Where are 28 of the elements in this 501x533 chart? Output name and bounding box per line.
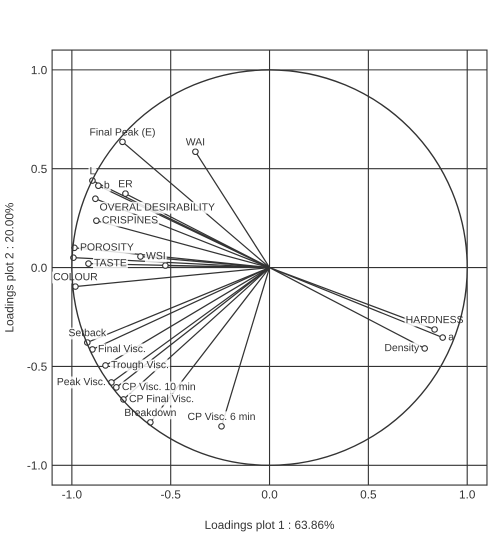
x-tick-label: 1.0 [460, 490, 475, 499]
y-tick-label: -1.0 [27, 461, 47, 470]
x-tick-label: 0.5 [360, 490, 376, 499]
annotation: POROSITY [80, 243, 134, 251]
x-tick-label: 0.0 [262, 490, 278, 499]
annotation: CP Visc. 6 min [188, 412, 255, 420]
annotation: CP Final Visc. [130, 394, 194, 402]
y-tick-label: 0.0 [31, 264, 47, 272]
annotation: ER [119, 180, 132, 188]
annotation: Density [385, 344, 420, 354]
annotation: OVERAL DESIRABILITY [100, 203, 215, 211]
annotation: b [104, 180, 110, 189]
y-axis-title: Loadings plot 2 : 20.00% [4, 203, 16, 332]
x-tick-label: -1.0 [62, 490, 82, 499]
annotation: Peak Visc. [58, 378, 105, 386]
annotation: WSI [146, 252, 165, 260]
annotation: Trough Visc. [111, 360, 168, 370]
annotation: TASTE [94, 259, 126, 266]
annotation: CRISPINES [102, 216, 158, 224]
x-tick-label: -0.5 [161, 490, 180, 499]
annotation: WAI [186, 138, 204, 146]
y-tick-label: 1.0 [32, 66, 47, 74]
y-tick-label: -0.5 [27, 362, 47, 371]
annotation: Final Visc. [98, 344, 145, 352]
annotation: L [90, 167, 95, 174]
x-axis-title: Loadings plot 1 : 63.86% [206, 520, 334, 532]
y-tick-label: 0.5 [31, 164, 47, 174]
annotation: CP Visc. 10 min [122, 382, 195, 390]
